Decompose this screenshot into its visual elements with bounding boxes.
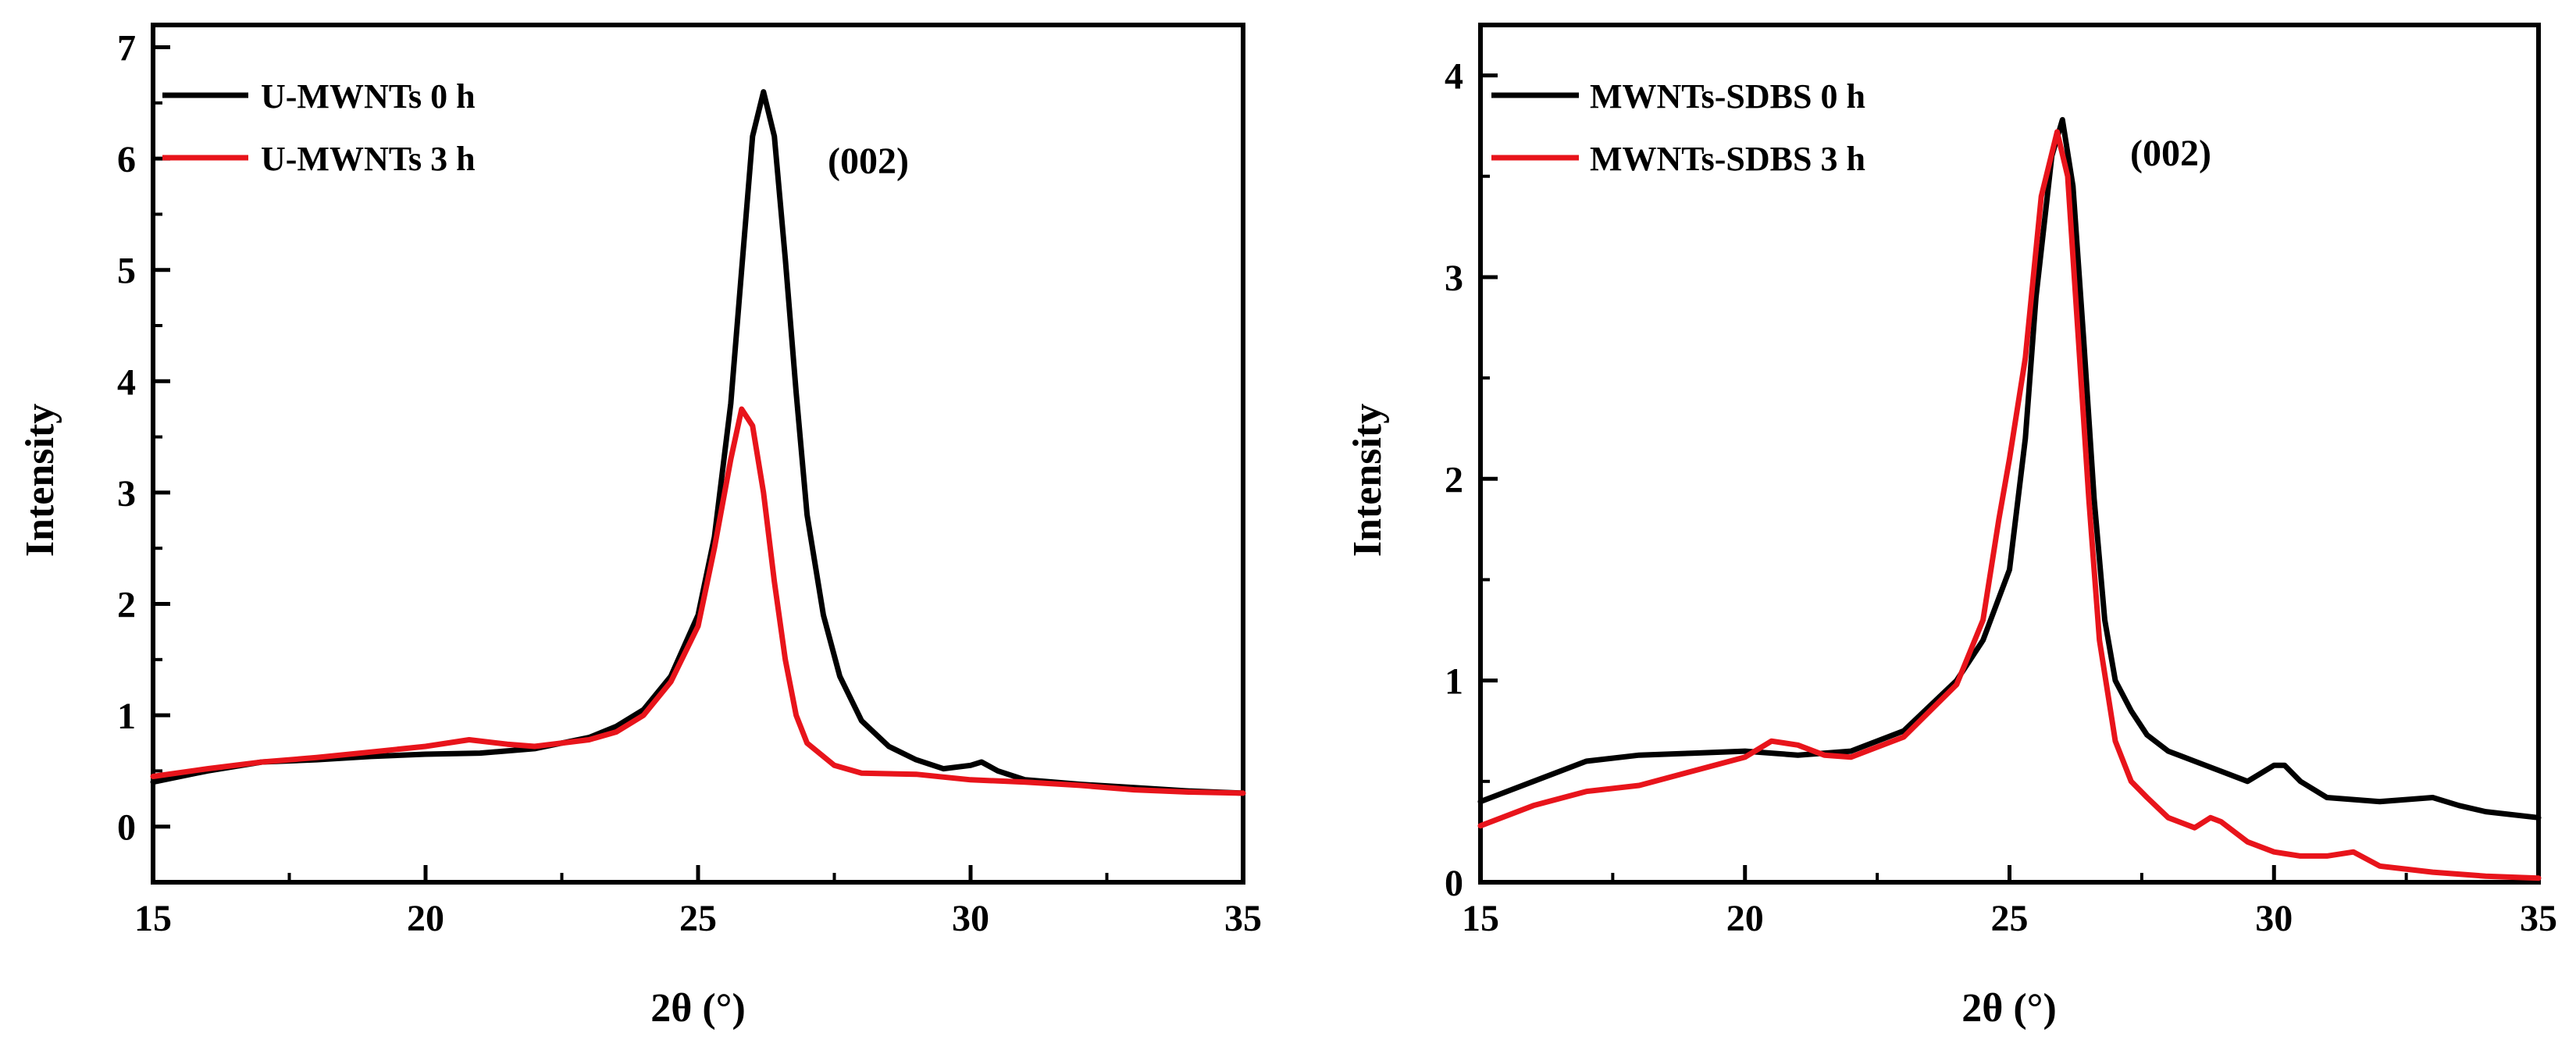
legend-left: U-MWNTs 0 h U-MWNTs 3 h — [162, 77, 476, 178]
y-tick-label: 3 — [1445, 258, 1463, 299]
peak-annotation: (002) — [828, 141, 909, 182]
y-axis-label: Intensity — [1345, 404, 1390, 557]
x-tick-label: 35 — [2520, 898, 2557, 939]
x-tick-label: 15 — [1462, 898, 1499, 939]
y-tick-label: 6 — [117, 139, 136, 180]
y-tick-label: 3 — [117, 473, 136, 515]
y-ticks-right: 0 1 2 3 4 — [1445, 56, 1498, 904]
y-tick-label: 1 — [1445, 661, 1463, 703]
y-tick-label: 4 — [117, 361, 136, 403]
x-tick-label: 25 — [679, 898, 717, 939]
x-tick-label: 30 — [2255, 898, 2293, 939]
y-tick-label: 4 — [1445, 56, 1463, 98]
x-tick-label: 25 — [1991, 898, 2029, 939]
series-right — [1477, 116, 2542, 881]
legend-label: MWNTs-SDBS 3 h — [1590, 140, 1865, 178]
legend-label: U-MWNTs 0 h — [261, 77, 476, 116]
x-ticks-right: 15 20 25 30 35 — [1462, 865, 2557, 939]
y-axis-label: Intensity — [18, 404, 62, 557]
panel-right: 0 1 2 3 4 15 20 25 30 35 MWNTs-SDBS 0 h MWNTs-SD… — [1345, 23, 2557, 1031]
x-tick-label: 35 — [1224, 898, 1262, 939]
y-tick-label: 0 — [1445, 863, 1463, 904]
peak-annotation: (002) — [2130, 133, 2211, 174]
legend-right: MWNTs-SDBS 0 h MWNTs-SDBS 3 h — [1491, 77, 1865, 178]
series-line-0h — [1477, 116, 2542, 821]
legend-label: MWNTs-SDBS 0 h — [1590, 77, 1865, 116]
x-tick-label: 30 — [952, 898, 989, 939]
panel-left: 0 1 2 3 4 5 6 7 15 20 25 30 35 U-MWNTs 0 h U-MWNTs … — [18, 23, 1262, 1031]
y-tick-label: 5 — [117, 251, 136, 292]
y-tick-label: 1 — [117, 696, 136, 737]
legend-label: U-MWNTs 3 h — [261, 140, 476, 178]
y-ticks-left: 0 1 2 3 4 5 6 7 — [117, 28, 170, 849]
series-line-3h — [150, 406, 1246, 796]
y-tick-label: 2 — [117, 585, 136, 626]
series-left — [150, 89, 1246, 796]
x-axis-label: 2θ (°) — [1961, 986, 2057, 1031]
x-tick-label: 20 — [1726, 898, 1764, 939]
y-tick-label: 7 — [117, 28, 136, 69]
x-axis-label: 2θ (°) — [650, 986, 746, 1031]
y-tick-label: 0 — [117, 807, 136, 849]
x-ticks-left: 15 20 25 30 35 — [134, 865, 1262, 939]
x-tick-label: 15 — [134, 898, 172, 939]
series-line-0h — [150, 89, 1246, 796]
y-tick-label: 2 — [1445, 459, 1463, 500]
series-line-3h — [1477, 129, 2542, 881]
x-tick-label: 20 — [407, 898, 444, 939]
